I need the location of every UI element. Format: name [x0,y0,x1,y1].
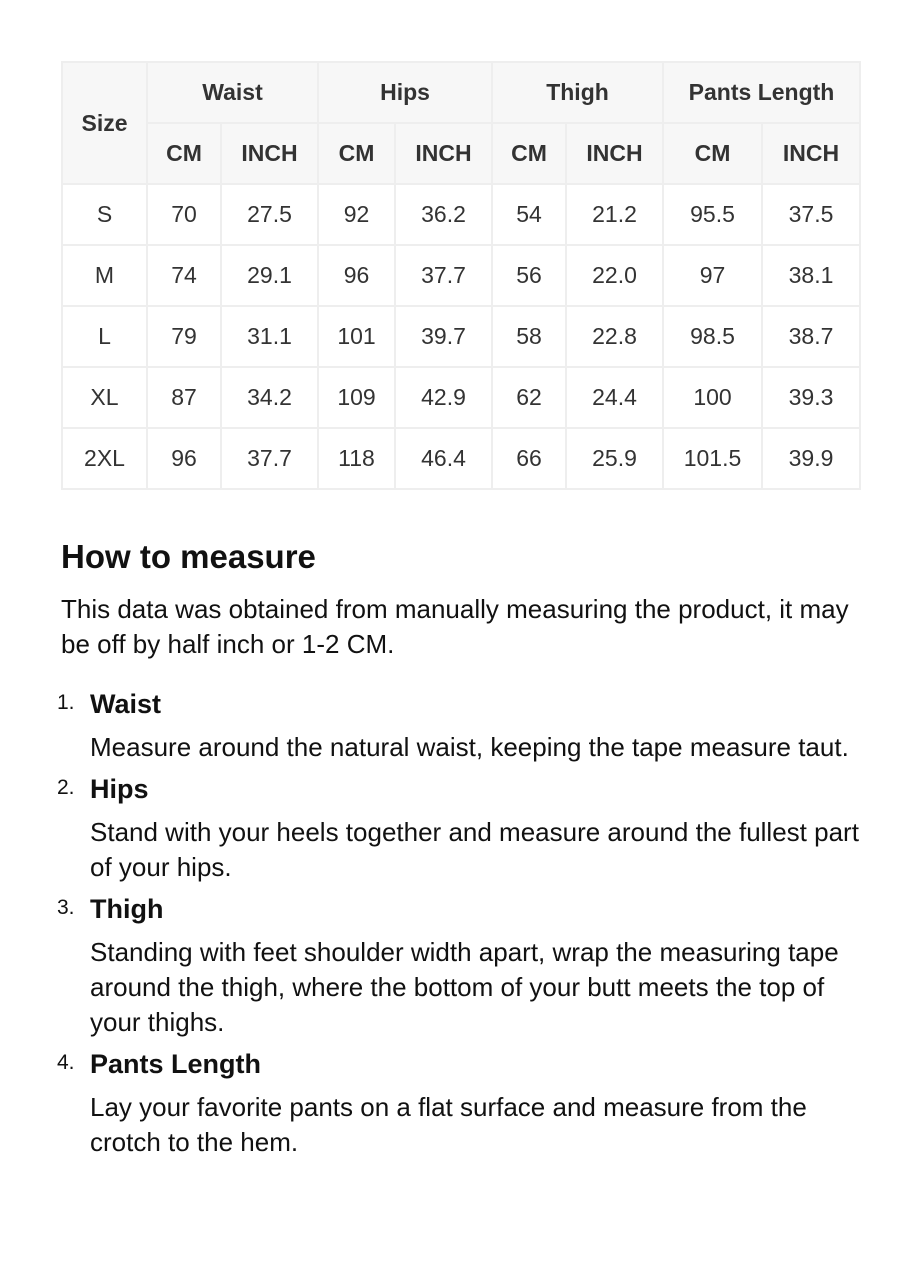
unit-header: CM [317,122,396,185]
section-heading: How to measure [61,538,316,575]
value-cell: 37.7 [394,244,493,307]
value-cell: 98.5 [662,305,763,368]
list-item: 2. Hips Stand with your heels together and… [57,769,871,885]
unit-header: INCH [394,122,493,185]
value-cell: 27.5 [220,183,319,246]
value-cell: 25.9 [565,427,664,490]
value-cell: 66 [491,427,567,490]
unit-header: INCH [760,122,862,185]
unit-header: CM [662,122,763,185]
step-number: 3. [57,896,75,919]
value-cell: 39.3 [760,366,862,429]
value-cell: 37.5 [760,183,862,246]
value-cell: 21.2 [565,183,664,246]
size-cell: XL [61,366,148,429]
value-cell: 34.2 [220,366,319,429]
step-title: Thigh [90,894,164,924]
value-cell: 87 [146,366,222,429]
step-number: 1. [57,691,75,714]
size-cell: S [61,183,148,246]
value-cell: 22.8 [565,305,664,368]
value-cell: 97 [662,244,763,307]
value-cell: 118 [317,427,396,490]
value-cell: 96 [146,427,222,490]
size-chart: Size Waist Hips Thigh Pants Length CM INC… [61,61,862,490]
value-cell: 46.4 [394,427,493,490]
group-header: Pants Length [661,61,862,124]
value-cell: 54 [491,183,567,246]
value-cell: 92 [317,183,396,246]
value-cell: 38.1 [760,244,862,307]
group-header: Waist [146,61,319,124]
table-row: S 70 27.5 92 36.2 54 21.2 95.5 37.5 [61,183,862,246]
value-cell: 109 [317,366,396,429]
value-cell: 79 [146,305,222,368]
table-row: L 79 31.1 101 39.7 58 22.8 98.5 38.7 [61,305,862,368]
value-cell: 58 [491,305,567,368]
group-header: Thigh [491,61,664,124]
table-row: 2XL 96 37.7 118 46.4 66 25.9 101.5 39.9 [61,427,862,490]
step-number: 4. [57,1051,75,1074]
table-row: XL 87 34.2 109 42.9 62 24.4 100 39.3 [61,366,862,429]
table-row: M 74 29.1 96 37.7 56 22.0 97 38.1 [61,244,862,307]
value-cell: 95.5 [662,183,763,246]
list-item: 4. Pants Length Lay your favorite pants on… [57,1044,871,1160]
unit-header: INCH [565,122,664,185]
size-cell: M [61,244,148,307]
value-cell: 29.1 [220,244,319,307]
unit-header: CM [491,122,567,185]
value-cell: 70 [146,183,222,246]
list-item: 3. Thigh Standing with feet shoulder width… [57,889,871,1040]
unit-header: CM [146,122,222,185]
value-cell: 37.7 [220,427,319,490]
value-cell: 39.7 [394,305,493,368]
step-description: Standing with feet shoulder width apart,… [90,937,839,1037]
unit-header: INCH [220,122,319,185]
step-title: Hips [90,774,149,804]
value-cell: 101 [317,305,396,368]
step-number: 2. [57,776,75,799]
measure-steps: 1. Waist Measure around the natural waist,… [57,684,871,1164]
value-cell: 42.9 [394,366,493,429]
step-description: Measure around the natural waist, keepin… [90,732,849,762]
value-cell: 74 [146,244,222,307]
value-cell: 36.2 [394,183,493,246]
step-title: Pants Length [90,1049,262,1079]
value-cell: 62 [491,366,567,429]
step-description: Stand with your heels together and measu… [90,817,859,882]
value-cell: 100 [662,366,763,429]
value-cell: 101.5 [662,427,763,490]
value-cell: 22.0 [565,244,664,307]
value-cell: 24.4 [565,366,664,429]
intro-text: This data was obtained from manually mea… [61,594,849,659]
value-cell: 39.9 [760,427,862,490]
list-item: 1. Waist Measure around the natural waist,… [57,684,871,765]
size-cell: L [61,305,148,368]
value-cell: 31.1 [220,305,319,368]
step-title: Waist [90,689,162,719]
size-table: Size Waist Hips Thigh Pants Length CM INC… [61,61,862,490]
group-header: Hips [317,61,493,124]
size-cell: 2XL [61,427,148,490]
step-description: Lay your favorite pants on a flat surfac… [90,1092,807,1157]
value-cell: 56 [491,244,567,307]
size-header: Size [61,61,148,185]
value-cell: 96 [317,244,396,307]
value-cell: 38.7 [760,305,862,368]
